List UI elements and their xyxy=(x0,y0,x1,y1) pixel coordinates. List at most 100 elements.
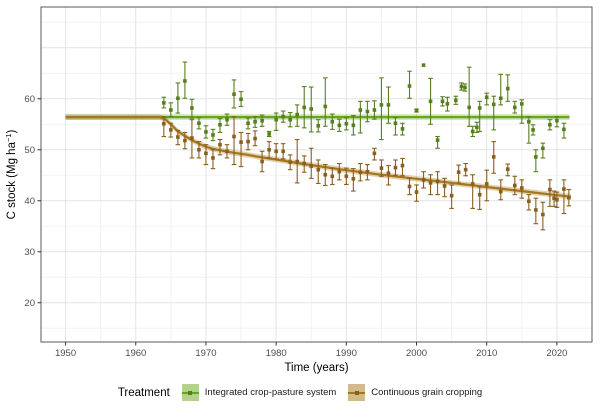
data-point xyxy=(211,156,215,160)
data-point xyxy=(379,103,384,107)
data-point xyxy=(253,119,257,124)
data-point xyxy=(459,84,464,89)
x-tick-label: 1960 xyxy=(125,348,146,359)
data-point xyxy=(463,167,468,172)
data-point xyxy=(477,106,482,110)
x-tick-label: 1950 xyxy=(55,348,76,359)
data-point xyxy=(512,183,517,188)
data-point xyxy=(541,212,545,217)
data-point xyxy=(232,92,236,96)
data-point xyxy=(351,177,356,181)
data-point xyxy=(435,179,440,184)
data-point xyxy=(162,101,166,105)
legend-key-green-icon xyxy=(181,384,199,401)
axis-tick-labels: 1950 1960 1970 1980 1990 2000 2010 202020304050… xyxy=(24,94,567,359)
data-point xyxy=(435,138,440,142)
data-point xyxy=(267,147,271,152)
data-point xyxy=(183,138,187,143)
data-point xyxy=(477,192,482,197)
x-tick-label: 2020 xyxy=(546,348,567,359)
y-tick-label: 40 xyxy=(24,196,35,207)
data-point xyxy=(190,106,194,110)
data-point xyxy=(407,84,412,88)
legend-key-brown-icon xyxy=(348,384,366,401)
data-point xyxy=(440,99,445,104)
data-point xyxy=(344,121,349,126)
data-point xyxy=(491,155,496,159)
data-point xyxy=(211,133,215,137)
legend-item-continuous: Continuous grain cropping xyxy=(348,384,482,401)
data-point xyxy=(358,170,363,175)
data-point xyxy=(505,167,510,171)
x-tick-label: 1970 xyxy=(195,348,216,359)
data-point xyxy=(393,165,398,170)
data-point xyxy=(512,105,517,110)
y-tick-label: 50 xyxy=(24,145,35,156)
data-point xyxy=(428,99,433,104)
data-point xyxy=(428,181,433,185)
data-point xyxy=(463,85,467,90)
data-point xyxy=(365,109,370,114)
data-point xyxy=(204,151,208,156)
data-point xyxy=(358,108,363,112)
data-point xyxy=(527,119,531,124)
data-point xyxy=(176,96,180,101)
data-point xyxy=(414,108,419,113)
data-point xyxy=(239,97,243,102)
data-points xyxy=(162,63,571,217)
data-point xyxy=(552,196,556,201)
y-tick-label: 30 xyxy=(24,247,35,258)
panel-border xyxy=(40,6,593,343)
data-point xyxy=(309,164,314,168)
data-point xyxy=(260,118,264,123)
data-point xyxy=(548,122,552,127)
data-point xyxy=(520,102,524,106)
data-point xyxy=(442,184,447,188)
y-axis-title: C stock (Mg ha−1) xyxy=(4,129,18,219)
data-point xyxy=(197,121,201,126)
data-point xyxy=(190,136,194,140)
data-point xyxy=(456,170,461,175)
data-point xyxy=(323,104,328,109)
gridlines-major xyxy=(41,7,592,342)
legend-item-label: Continuous grain cropping xyxy=(371,387,483,398)
legend: Treatment Integrated crop-pasture system… xyxy=(0,384,600,401)
data-point xyxy=(295,159,299,164)
data-point xyxy=(344,174,349,179)
data-point xyxy=(365,169,370,174)
data-point xyxy=(218,122,222,127)
gridlines-minor xyxy=(41,7,592,342)
data-point xyxy=(386,171,391,176)
data-point xyxy=(555,197,559,202)
data-point xyxy=(302,105,307,110)
x-tick-label: 1990 xyxy=(336,348,357,359)
data-point xyxy=(351,123,356,128)
x-tick-label: 2000 xyxy=(406,348,427,359)
x-axis-title: Time (years) xyxy=(284,362,348,374)
data-point xyxy=(253,136,257,141)
data-point xyxy=(400,163,405,168)
data-point xyxy=(169,108,173,112)
data-point xyxy=(548,187,552,192)
data-point xyxy=(531,128,535,132)
x-tick-label: 2010 xyxy=(476,348,497,359)
data-point xyxy=(467,105,471,110)
data-point xyxy=(534,155,538,159)
data-point xyxy=(204,130,208,134)
data-point xyxy=(274,117,278,122)
data-point xyxy=(323,172,328,177)
data-point xyxy=(260,159,264,164)
y-tick-label: 20 xyxy=(24,298,35,309)
data-point xyxy=(562,127,566,132)
data-point xyxy=(288,117,292,122)
data-point xyxy=(295,112,299,117)
data-point xyxy=(414,190,419,194)
data-point xyxy=(470,182,475,186)
data-point xyxy=(421,63,426,67)
data-point xyxy=(330,119,335,124)
x-tick-label: 1980 xyxy=(266,348,287,359)
data-point xyxy=(407,184,412,189)
data-point xyxy=(386,103,391,107)
data-point xyxy=(372,151,377,156)
data-point xyxy=(176,135,180,139)
